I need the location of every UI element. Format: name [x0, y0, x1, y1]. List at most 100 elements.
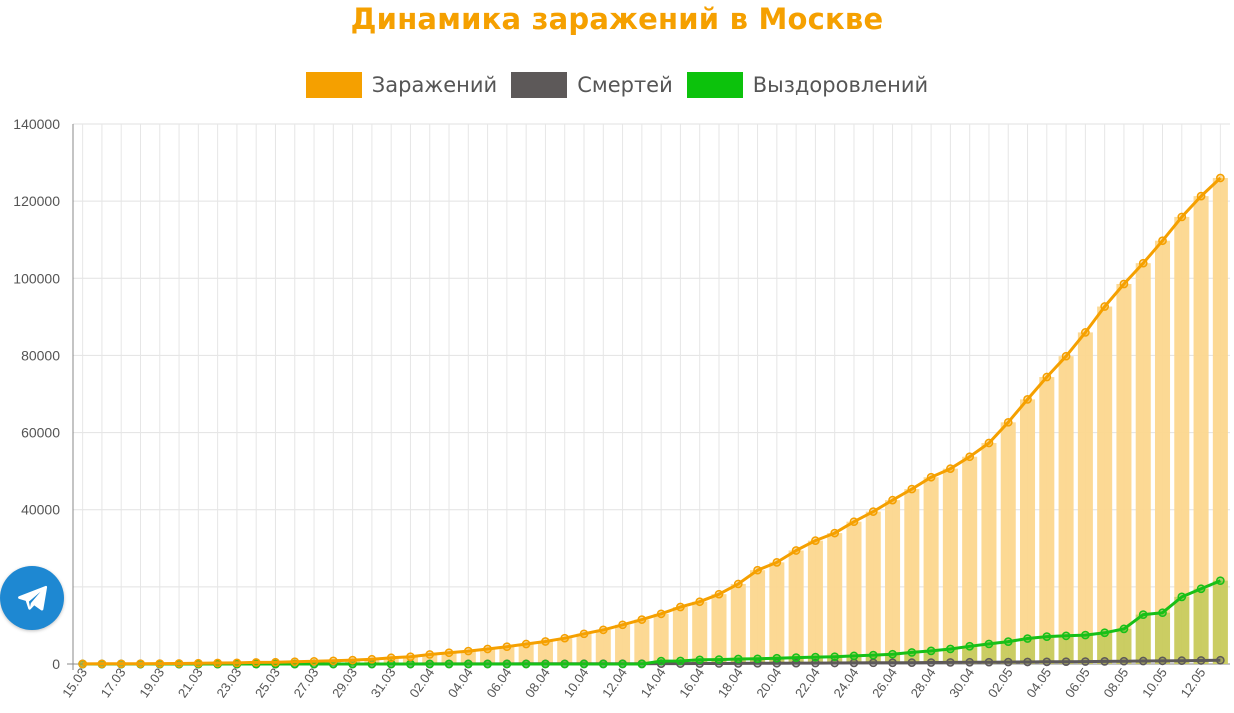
legend-swatch-deaths	[511, 72, 568, 98]
y-tick-label: 140000	[13, 116, 60, 132]
bar-recoveries	[1116, 628, 1132, 664]
point-infections	[1177, 212, 1187, 222]
bar-infections	[1097, 306, 1113, 664]
point-recoveries	[502, 659, 512, 669]
bar-infections	[1212, 177, 1228, 665]
x-tick-label: 18.04	[715, 665, 746, 700]
point-recoveries	[1119, 624, 1129, 634]
point-recoveries	[406, 659, 415, 669]
point-infections	[560, 633, 570, 643]
point-infections	[155, 659, 165, 668]
point-recoveries	[733, 654, 743, 664]
bar-infections	[750, 570, 766, 664]
bar-infections	[1174, 216, 1190, 664]
point-infections	[251, 658, 261, 667]
bar-infections	[962, 456, 978, 664]
point-recoveries	[444, 659, 454, 669]
x-tick-label: 08.04	[522, 665, 553, 700]
bar-recoveries	[904, 652, 920, 664]
point-infections	[1196, 191, 1206, 201]
legend-item-infections[interactable]: Заражений	[305, 72, 498, 98]
x-tick-label: 12.05	[1178, 665, 1209, 700]
point-infections	[290, 657, 300, 667]
bar-infections	[885, 500, 901, 664]
point-deaths	[1100, 657, 1110, 666]
x-tick-label: 02.05	[985, 665, 1016, 700]
x-tick-label: 26.04	[869, 665, 900, 700]
point-recoveries	[868, 650, 878, 660]
point-infections	[367, 654, 377, 664]
point-recoveries	[560, 659, 570, 669]
bar-infections	[1000, 422, 1016, 664]
point-recoveries	[849, 651, 859, 661]
point-infections	[78, 659, 87, 669]
x-tick-label: 10.04	[561, 665, 592, 700]
bar-infections	[769, 562, 785, 664]
bar-recoveries	[1097, 632, 1113, 664]
bar-infections	[1077, 332, 1093, 664]
point-recoveries	[598, 659, 608, 669]
point-deaths	[888, 658, 897, 668]
bar-recoveries	[981, 643, 997, 664]
bar-infections	[865, 511, 881, 664]
point-deaths	[868, 658, 878, 668]
bar-infections	[325, 660, 341, 664]
bar-infections	[923, 477, 939, 664]
point-recoveries	[1138, 610, 1148, 619]
bar-infections	[518, 644, 534, 664]
bar-infections	[846, 521, 862, 664]
point-infections	[1023, 395, 1032, 404]
legend-label-deaths: Смертей	[577, 73, 673, 97]
point-infections	[618, 620, 627, 630]
x-tick-label: 20.04	[753, 665, 784, 700]
point-infections	[406, 652, 415, 662]
point-infections	[946, 464, 955, 474]
bar-infections	[672, 607, 688, 664]
point-recoveries	[483, 659, 492, 669]
point-recoveries	[463, 659, 473, 669]
x-tick-label: 22.04	[792, 665, 823, 700]
point-infections	[1100, 302, 1110, 311]
x-tick-label: 16.04	[676, 665, 707, 700]
point-recoveries	[618, 659, 627, 669]
point-infections	[1216, 173, 1225, 183]
point-infections	[849, 517, 859, 527]
bar-infections	[422, 654, 438, 664]
legend-label-infections: Заражений	[371, 73, 498, 97]
point-infections	[598, 625, 608, 635]
x-tick-label: 17.03	[98, 665, 129, 700]
bar-infections	[499, 646, 515, 664]
y-tick-label: 40000	[21, 502, 60, 518]
legend-item-deaths[interactable]: Смертей	[511, 72, 673, 98]
telegram-share-button[interactable]	[0, 566, 64, 630]
bar-infections	[1039, 377, 1055, 664]
point-infections	[714, 589, 724, 599]
point-recoveries	[907, 648, 917, 657]
legend-item-recoveries[interactable]: Выздоровлений	[686, 72, 928, 98]
point-infections	[753, 565, 762, 575]
point-recoveries	[386, 659, 396, 669]
bar-infections	[537, 641, 553, 664]
point-infections	[579, 629, 589, 639]
bar-infections	[1116, 283, 1132, 664]
bar-recoveries	[1039, 636, 1055, 664]
point-infections	[271, 657, 280, 667]
bar-infections	[460, 651, 476, 664]
bar-recoveries	[1000, 641, 1016, 664]
x-tick-label: 08.05	[1100, 665, 1131, 700]
point-recoveries	[1042, 632, 1052, 641]
point-infections	[541, 637, 550, 646]
point-deaths	[984, 657, 994, 667]
point-recoveries	[830, 652, 840, 662]
point-recoveries	[772, 653, 782, 663]
legend-swatch-infections	[305, 72, 362, 98]
y-tick-label: 60000	[21, 425, 60, 441]
point-recoveries	[1081, 630, 1090, 640]
x-tick-label: 30.04	[946, 665, 977, 700]
bar-infections	[595, 629, 611, 664]
bar-infections	[942, 468, 958, 664]
point-deaths	[1196, 656, 1206, 665]
point-infections	[328, 656, 338, 666]
bar-infections	[615, 624, 631, 664]
point-recoveries	[425, 659, 435, 669]
